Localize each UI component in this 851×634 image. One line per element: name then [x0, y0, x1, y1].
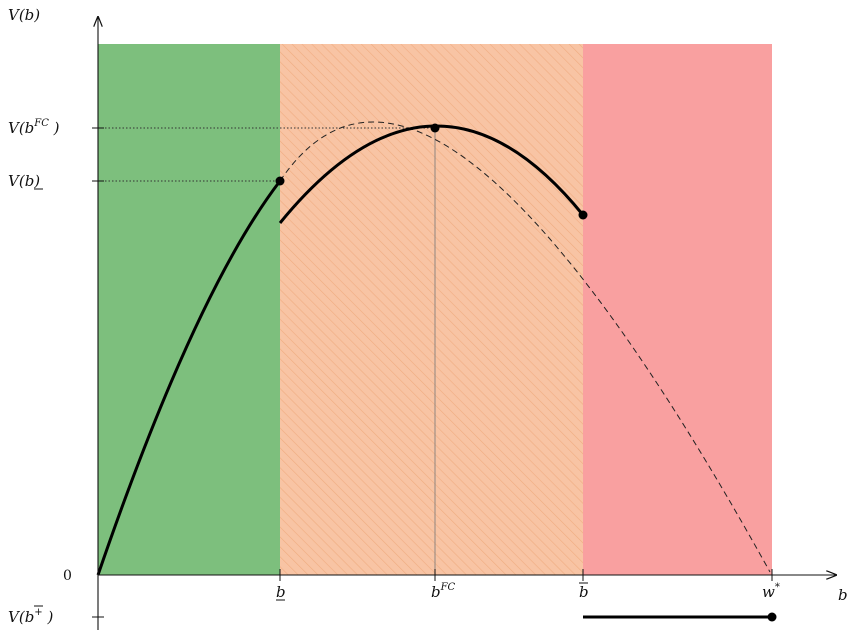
x-label-w-star: w* [762, 582, 780, 601]
svg-text:b: b [579, 583, 589, 601]
x-label-b-under: b [276, 583, 286, 601]
y-label-vb-plus: V(b+ ) [8, 605, 53, 626]
svg-text:V(b+ ): V(b+ ) [8, 607, 53, 626]
red-region [583, 44, 772, 575]
orange-hatch [280, 44, 583, 575]
x-label-bfc: bFC [431, 582, 456, 601]
dashed-parabola [279, 121, 771, 573]
x-axis-label: b [838, 586, 848, 604]
svg-text:V(b): V(b) [8, 172, 40, 190]
y-label-zero: 0 [63, 568, 72, 584]
dot-bfc [430, 123, 440, 133]
svg-text:b: b [276, 583, 286, 601]
left-curve [96, 180, 282, 576]
y-axis-label: V(b) [8, 6, 40, 24]
dot-w-star [767, 612, 777, 622]
x-label-b-over: b [579, 582, 589, 601]
y-label-vb-under: V(b) [8, 172, 43, 190]
y-label-vfc: V(bFC ) [8, 118, 60, 137]
dot-b-under [275, 176, 285, 186]
dot-b-over [578, 210, 588, 220]
